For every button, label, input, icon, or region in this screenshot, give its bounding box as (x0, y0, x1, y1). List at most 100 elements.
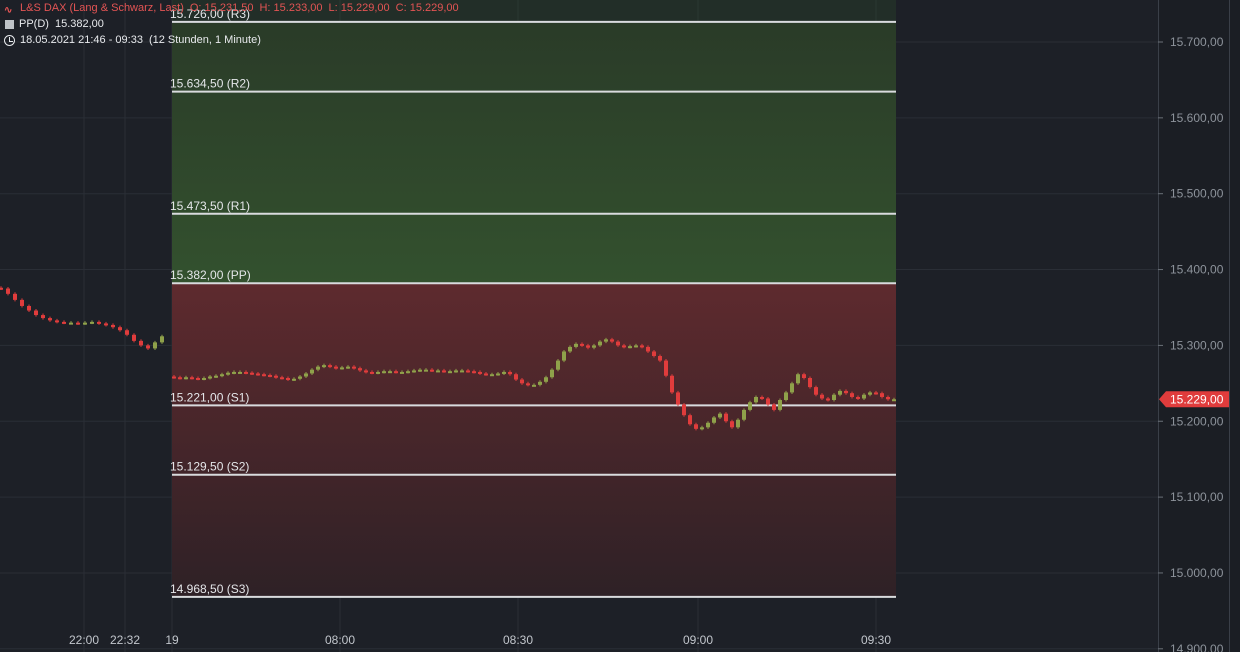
morning-candle (532, 384, 536, 387)
morning-candle (394, 371, 398, 374)
morning-candle (658, 356, 662, 361)
morning-candle (538, 381, 542, 385)
morning-candle (514, 374, 518, 380)
morning-candle (208, 376, 212, 379)
morning-candle (334, 366, 338, 369)
morning-candle (706, 422, 710, 428)
morning-candle (628, 346, 632, 349)
morning-candle (400, 371, 404, 374)
morning-candle (802, 374, 806, 379)
resistance-zone (172, 21, 896, 284)
morning-candle (256, 373, 260, 376)
morning-candle (760, 396, 764, 399)
timerange: 18.05.2021 21:46 - 09:33 (20, 34, 143, 46)
morning-candle (292, 378, 296, 381)
morning-candle (850, 393, 854, 397)
evening-candle (111, 324, 115, 328)
close-value: 15.229,00 (409, 2, 459, 14)
morning-candle (262, 374, 266, 377)
morning-candle (586, 345, 590, 348)
price-axis-bg (1158, 0, 1228, 652)
morning-candle (862, 394, 866, 399)
price-tick-label: 15.300,00 (1170, 338, 1224, 352)
morning-candle (688, 415, 692, 425)
pivot-label-r2: 15.634,50 (R2) (170, 77, 250, 91)
time-tick-label: 08:30 (503, 633, 533, 647)
morning-candle (190, 377, 194, 380)
morning-candle (742, 409, 746, 420)
time-tick-label: 19 (165, 633, 179, 647)
morning-candle (604, 339, 608, 342)
evening-candle (83, 322, 87, 325)
morning-candle (226, 372, 230, 375)
evening-candle (0, 287, 3, 290)
morning-candle (370, 371, 374, 374)
morning-candle (502, 371, 506, 374)
morning-candle (652, 351, 656, 357)
morning-candle (304, 373, 308, 377)
price-tick-label: 15.600,00 (1170, 111, 1224, 125)
evening-candle (125, 330, 129, 335)
morning-candle (784, 392, 788, 401)
pivot-label-r1: 15.473,50 (R1) (170, 199, 250, 213)
morning-candle (436, 370, 440, 373)
evening-candle (55, 320, 59, 323)
evening-candle (97, 321, 101, 324)
morning-candle (220, 374, 224, 377)
morning-candle (172, 376, 176, 379)
evening-candle (6, 288, 10, 294)
price-tick-label: 14.900,00 (1170, 642, 1224, 652)
morning-candle (748, 402, 752, 410)
evening-candle (139, 340, 143, 346)
morning-candle (892, 399, 896, 402)
morning-candle (328, 365, 332, 368)
pivot-zones (172, 0, 896, 597)
morning-candle (580, 343, 584, 346)
pivot-label-pp: 15.382,00 (PP) (170, 268, 251, 282)
morning-candle (406, 371, 410, 374)
pivot-label-r3: 15.726,00 (R3) (170, 7, 250, 21)
morning-candle (676, 392, 680, 405)
open-label: O: (189, 2, 202, 14)
price-tick-label: 15.200,00 (1170, 414, 1224, 428)
morning-candle (622, 345, 626, 348)
price-tick-label: 15.500,00 (1170, 187, 1224, 201)
morning-candle (718, 413, 722, 418)
morning-candle (346, 366, 350, 369)
morning-candle (376, 371, 380, 374)
morning-candle (238, 371, 242, 374)
low-value: 15.229,00 (340, 2, 390, 14)
morning-candle (616, 341, 620, 346)
morning-candle (664, 360, 668, 376)
ohlc-row: ∿ L&S DAX (Lang & Schwarz, Last) O: 15.2… (4, 0, 459, 16)
morning-candle (478, 371, 482, 374)
morning-candle (244, 371, 248, 374)
morning-candle (316, 366, 320, 370)
morning-candle (646, 346, 650, 352)
zone-above-r3 (172, 0, 896, 22)
close-label: C: (395, 2, 407, 14)
morning-candle (424, 369, 428, 372)
morning-candle (178, 377, 182, 380)
time-axis: 22:00 22:32 19 08:00 08:30 09:00 09:30 (69, 633, 891, 647)
evening-candle (90, 321, 94, 324)
morning-candle (472, 371, 476, 374)
morning-candle (592, 345, 596, 348)
pivot-label-s3: 14.968,50 (S3) (170, 582, 249, 596)
pivot-name: PP(D) (19, 18, 49, 30)
evening-candle (153, 342, 157, 349)
morning-candle (322, 365, 326, 368)
morning-candle (460, 370, 464, 373)
signal-wave-icon: ∿ (4, 4, 13, 16)
morning-candle (730, 421, 734, 428)
morning-candle (814, 387, 818, 395)
morning-candle (250, 372, 254, 375)
evening-candle (34, 310, 38, 316)
morning-candle (286, 378, 290, 381)
morning-candle (682, 404, 686, 416)
morning-candle (448, 371, 452, 374)
morning-candle (874, 392, 878, 395)
morning-candle (214, 375, 218, 378)
low-label: L: (328, 2, 338, 14)
